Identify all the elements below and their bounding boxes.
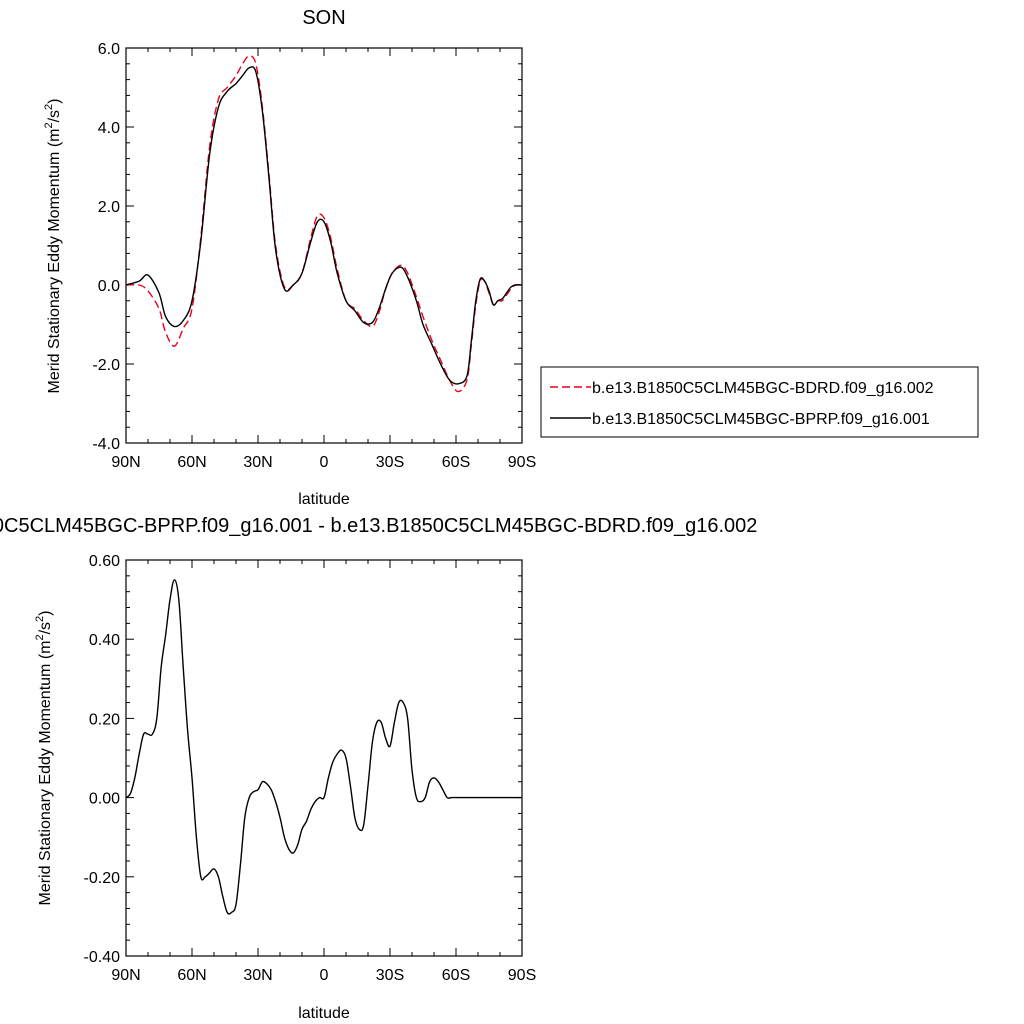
ytick-label: 2.0 <box>98 199 120 216</box>
bottom-ticks: -0.40 -0.20 0.00 0.20 0.40 0.60 90N 60N 30N 0 30S 6… <box>84 553 537 984</box>
bottom-ylabel: Merid Stationary Eddy Momentum (m2/s2) <box>34 610 54 905</box>
xtick-label: 60S <box>442 967 470 984</box>
top-panel: SON -4.0 -2.0 0.0 2.0 4.0 6.0 90N 60N 30N 0 30S 60S… <box>43 7 979 508</box>
xtick-label: 0 <box>320 454 329 471</box>
ytick-label: -4.0 <box>92 436 120 453</box>
bottom-series <box>125 579 522 915</box>
legend-box <box>540 366 979 438</box>
xtick-label: 30S <box>376 454 404 471</box>
xtick-label: 90S <box>508 454 536 471</box>
bottom-xlabel: latitude <box>298 1005 350 1022</box>
legend: b.e13.B1850C5CLM45BGC-BDRD.f09_g16.002 b… <box>540 366 979 438</box>
xtick-label: 30S <box>376 967 404 984</box>
ytick-label: -0.20 <box>84 870 121 887</box>
xtick-label: 90S <box>508 967 536 984</box>
xtick-label: 90N <box>111 454 140 471</box>
xtick-label: 30N <box>243 454 272 471</box>
top-ticks: -4.0 -2.0 0.0 2.0 4.0 6.0 90N 60N 30N 0 30S 60S 90S <box>92 41 536 471</box>
bottom-panel: b.e13.B1850C5CLM45BGC-BPRP.f09_g16.001 -… <box>0 515 757 1022</box>
series-line-0-1 <box>125 66 523 385</box>
xtick-label: 90N <box>111 967 140 984</box>
xtick-label: 0 <box>320 967 329 984</box>
ytick-label: 0.00 <box>89 791 120 808</box>
xtick-label: 30N <box>243 967 272 984</box>
ytick-label: 0.20 <box>89 711 120 728</box>
ytick-label: 0.0 <box>98 278 120 295</box>
legend-label-bprp: b.e13.B1850C5CLM45BGC-BPRP.f09_g16.001 <box>592 411 930 428</box>
xtick-label: 60S <box>442 454 470 471</box>
ytick-label: 6.0 <box>98 41 120 58</box>
ytick-label: -0.40 <box>84 949 121 966</box>
ytick-label: -2.0 <box>92 357 120 374</box>
ytick-label: 4.0 <box>98 120 120 137</box>
bottom-plot-frame <box>125 559 523 957</box>
top-xlabel: latitude <box>298 491 350 508</box>
top-series <box>125 55 523 393</box>
legend-label-bdrd: b.e13.B1850C5CLM45BGC-BDRD.f09_g16.002 <box>592 380 934 397</box>
bottom-title: b.e13.B1850C5CLM45BGC-BPRP.f09_g16.001 -… <box>0 515 757 537</box>
series-line-1-0 <box>125 579 522 915</box>
xtick-label: 60N <box>177 454 206 471</box>
xtick-label: 60N <box>177 967 206 984</box>
series-line-0-0 <box>125 55 523 393</box>
ytick-label: 0.40 <box>89 632 120 649</box>
ytick-label: 0.60 <box>89 553 120 570</box>
top-plot-frame <box>125 47 523 444</box>
top-title: SON <box>302 7 345 29</box>
top-ylabel: Merid Stationary Eddy Momentum (m2/s2) <box>43 98 63 393</box>
